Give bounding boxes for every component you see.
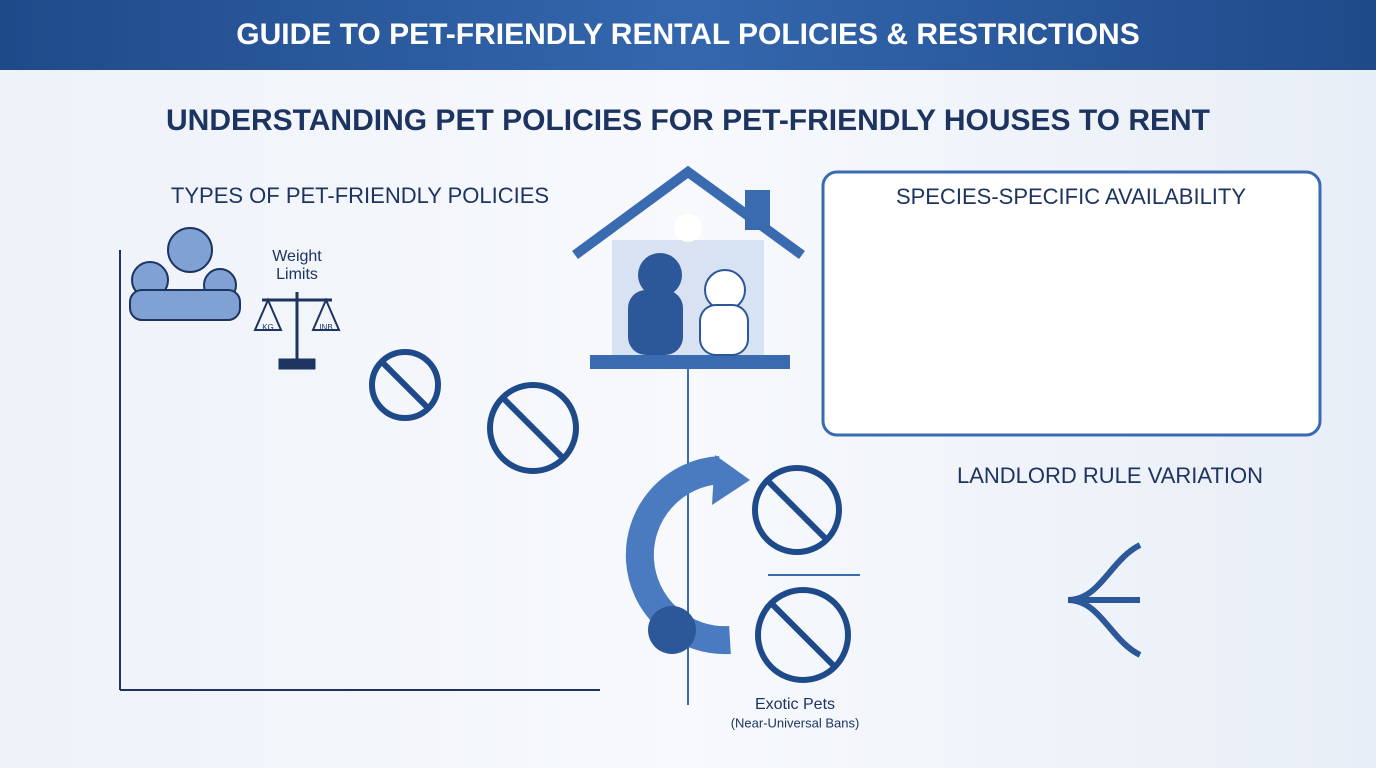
weight-scale-icon	[253, 292, 341, 370]
header-band	[0, 0, 1376, 70]
ban-icon	[369, 349, 579, 474]
section-title: SPECIES-SPECIFIC AVAILABILITY	[896, 184, 1246, 209]
section-title: LANDLORD RULE VARIATION	[957, 463, 1263, 488]
scale-right-label: INB	[319, 323, 332, 332]
exotic-label: Exotic Pets	[755, 696, 835, 713]
header-title: GUIDE TO PET-FRIENDLY RENTAL POLICIES & …	[236, 18, 1139, 51]
subtitle: UNDERSTANDING PET POLICIES FOR PET-FRIEN…	[166, 104, 1210, 137]
section-title: TYPES OF PET-FRIENDLY POLICIES	[171, 183, 549, 208]
exotic-note: (Near-Universal Bans)	[731, 715, 860, 730]
species-panel	[821, 170, 1322, 437]
pets-icon	[129, 227, 241, 321]
scale-left-label: KG	[262, 323, 274, 332]
ban-icon	[752, 465, 851, 683]
house-icon	[572, 165, 860, 705]
axis	[119, 250, 600, 691]
icon-label: Limits	[276, 266, 318, 283]
icon-label: Weight	[272, 248, 322, 265]
arrows	[1067, 542, 1142, 658]
